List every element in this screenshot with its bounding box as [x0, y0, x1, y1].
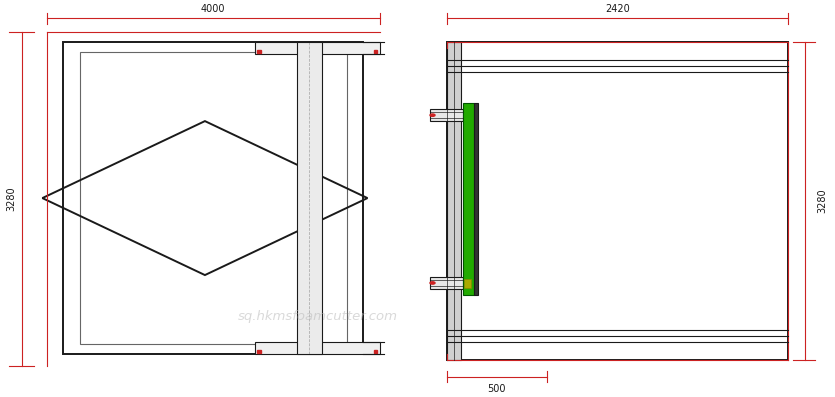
Text: 4000: 4000: [201, 4, 225, 14]
Circle shape: [430, 282, 435, 284]
Bar: [63, 42, 363, 354]
Bar: [255, 42, 380, 54]
Bar: [257, 350, 261, 353]
Bar: [255, 342, 380, 354]
Bar: [296, 42, 321, 354]
Text: 3280: 3280: [817, 189, 827, 213]
Bar: [447, 42, 788, 360]
Bar: [430, 109, 463, 121]
Text: 500: 500: [488, 384, 506, 394]
Circle shape: [430, 114, 435, 116]
Bar: [374, 50, 377, 53]
Bar: [463, 103, 474, 295]
Bar: [447, 42, 461, 360]
Text: 3280: 3280: [7, 187, 17, 211]
Text: sq.hkmsfoamcutter.com: sq.hkmsfoamcutter.com: [237, 310, 397, 323]
Text: 2420: 2420: [605, 4, 630, 14]
Bar: [80, 52, 347, 344]
Bar: [257, 50, 261, 53]
Bar: [430, 277, 463, 289]
Bar: [464, 279, 471, 288]
Bar: [374, 350, 377, 353]
Bar: [474, 103, 478, 295]
